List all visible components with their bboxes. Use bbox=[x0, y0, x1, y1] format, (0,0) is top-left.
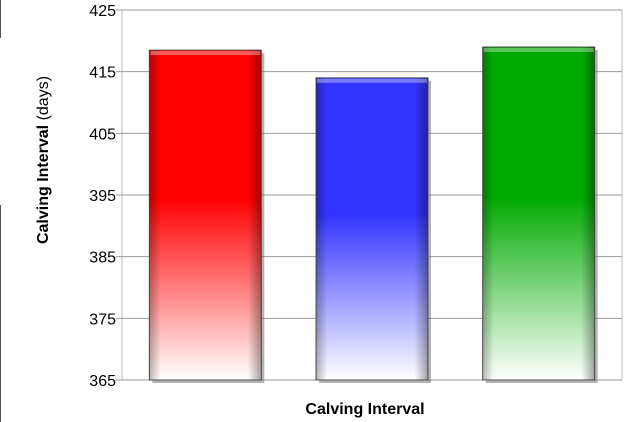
left-frame-edge-bottom bbox=[0, 205, 1, 422]
x-axis-label: Calving Interval bbox=[305, 401, 424, 418]
left-frame-edge-top bbox=[0, 0, 1, 38]
y-axis-label-main: Calving Interval bbox=[35, 125, 52, 244]
y-tick-label: 425 bbox=[89, 3, 116, 20]
bar-bevel bbox=[316, 77, 428, 380]
y-tick-label: 365 bbox=[89, 373, 116, 390]
y-axis-label-unit: (days) bbox=[35, 76, 52, 125]
y-axis-label: Calving Interval (days) bbox=[35, 76, 52, 244]
y-tick-label: 405 bbox=[89, 126, 116, 143]
bar-top-highlight bbox=[150, 51, 261, 56]
y-tick-label: 385 bbox=[89, 250, 116, 267]
bar-bevel bbox=[482, 47, 595, 380]
bar-bevel bbox=[149, 50, 262, 380]
y-tick-label: 415 bbox=[89, 65, 116, 82]
y-tick-label: 395 bbox=[89, 188, 116, 205]
bar-top-highlight bbox=[483, 48, 594, 52]
y-axis-ticks: 365 375 385 395 405 415 425 bbox=[89, 3, 122, 390]
bars bbox=[148, 46, 598, 383]
y-tick-label: 375 bbox=[89, 311, 116, 328]
bar-top-highlight bbox=[317, 78, 427, 83]
